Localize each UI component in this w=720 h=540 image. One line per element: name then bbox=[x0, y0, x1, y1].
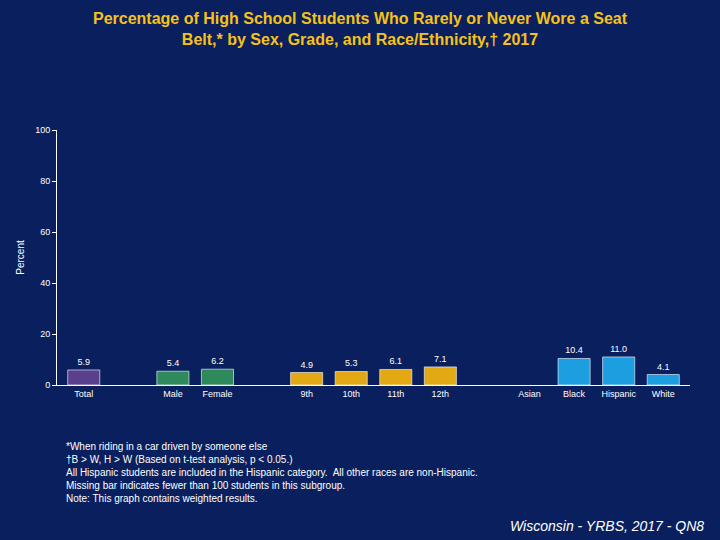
svg-text:Wisconsin - YRBS, 2017 - QN8: Wisconsin - YRBS, 2017 - QN8 bbox=[510, 518, 704, 534]
svg-text:6.1: 6.1 bbox=[390, 356, 403, 366]
svg-text:†B > W, H > W (Based on t-test: †B > W, H > W (Based on t-test analysis,… bbox=[66, 454, 293, 465]
svg-text:Black: Black bbox=[563, 389, 586, 399]
svg-text:0: 0 bbox=[45, 380, 50, 390]
svg-text:Percent: Percent bbox=[15, 240, 26, 275]
svg-text:6.2: 6.2 bbox=[211, 356, 224, 366]
svg-text:Female: Female bbox=[202, 389, 232, 399]
svg-text:White: White bbox=[652, 389, 675, 399]
svg-text:Hispanic: Hispanic bbox=[601, 389, 636, 399]
svg-text:20: 20 bbox=[40, 329, 50, 339]
svg-text:5.9: 5.9 bbox=[77, 357, 90, 367]
svg-text:10th: 10th bbox=[342, 389, 360, 399]
svg-text:80: 80 bbox=[40, 176, 50, 186]
svg-text:Male: Male bbox=[163, 389, 183, 399]
svg-text:60: 60 bbox=[40, 227, 50, 237]
svg-text:*When riding in a car driven b: *When riding in a car driven by someone … bbox=[66, 441, 268, 452]
svg-text:10.4: 10.4 bbox=[565, 345, 583, 355]
svg-text:5.3: 5.3 bbox=[345, 358, 358, 368]
svg-text:9th: 9th bbox=[300, 389, 313, 399]
svg-text:100: 100 bbox=[35, 125, 50, 135]
svg-text:5.4: 5.4 bbox=[167, 358, 180, 368]
svg-text:Missing bar indicates fewer th: Missing bar indicates fewer than 100 stu… bbox=[66, 480, 345, 491]
svg-text:4.1: 4.1 bbox=[657, 362, 670, 372]
svg-text:Asian: Asian bbox=[518, 389, 541, 399]
svg-text:11.0: 11.0 bbox=[610, 344, 627, 354]
svg-text:7.1: 7.1 bbox=[434, 354, 447, 364]
svg-text:40: 40 bbox=[40, 278, 50, 288]
svg-text:Note: This graph contains weig: Note: This graph contains weighted resul… bbox=[66, 493, 258, 504]
svg-text:4.9: 4.9 bbox=[300, 360, 313, 370]
svg-text:Percentage of High School Stud: Percentage of High School Students Who R… bbox=[93, 10, 628, 48]
svg-text:All Hispanic students are incl: All Hispanic students are included in th… bbox=[66, 467, 478, 478]
svg-text:11th: 11th bbox=[387, 389, 404, 399]
svg-text:Total: Total bbox=[74, 389, 93, 399]
svg-text:12th: 12th bbox=[432, 389, 450, 399]
